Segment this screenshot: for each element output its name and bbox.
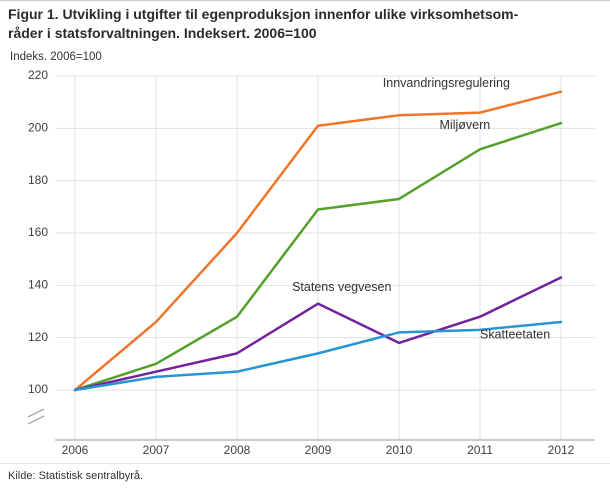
x-tick-label: 2008	[224, 443, 251, 457]
source-note: Kilde: Statistisk sentralbyrå.	[8, 470, 144, 482]
y-tick-label: 140	[28, 278, 48, 292]
series-line-statens-vegvesen	[73, 276, 563, 392]
series-line-skatteetaten	[73, 320, 563, 392]
x-tick-label: 2009	[305, 443, 332, 457]
y-tick-label: 220	[28, 68, 48, 82]
chart-title-line2: råder i statsforvaltningen. Indeksert. 2…	[8, 24, 317, 41]
x-tick-label: 2006	[62, 443, 89, 457]
y-tick-label: 100	[28, 382, 48, 396]
series-line-innvandringsregulering	[73, 90, 563, 392]
bottom-divider	[0, 463, 610, 464]
x-tick-label: 2012	[548, 443, 575, 457]
series-line-milj-vern	[73, 121, 563, 392]
y-axis-break-mark	[27, 408, 45, 418]
series-label-innvandringsregulering: Innvandringsregulering	[383, 76, 510, 90]
x-tick-label: 2007	[143, 443, 170, 457]
y-axis-unit-label: Indeks. 2006=100	[10, 51, 102, 63]
y-tick-label: 200	[28, 121, 48, 135]
chart-title: Figur 1. Utvikling i utgifter til egenpr…	[8, 5, 518, 43]
y-tick-label: 180	[28, 173, 48, 187]
x-tick-label: 2010	[386, 443, 413, 457]
chart-title-line1: Figur 1. Utvikling i utgifter til egenpr…	[8, 6, 519, 22]
series-label-skatteetaten: Skatteetaten	[480, 327, 550, 341]
y-axis-break-mark	[27, 415, 45, 425]
x-tick-label: 2011	[467, 443, 493, 457]
top-divider	[0, 0, 610, 1]
series-label-milj-vern: Miljøvern	[440, 118, 491, 132]
y-tick-label: 120	[28, 330, 48, 344]
series-label-statens-vegvesen: Statens vegvesen	[292, 280, 391, 294]
y-tick-label: 160	[28, 225, 48, 239]
